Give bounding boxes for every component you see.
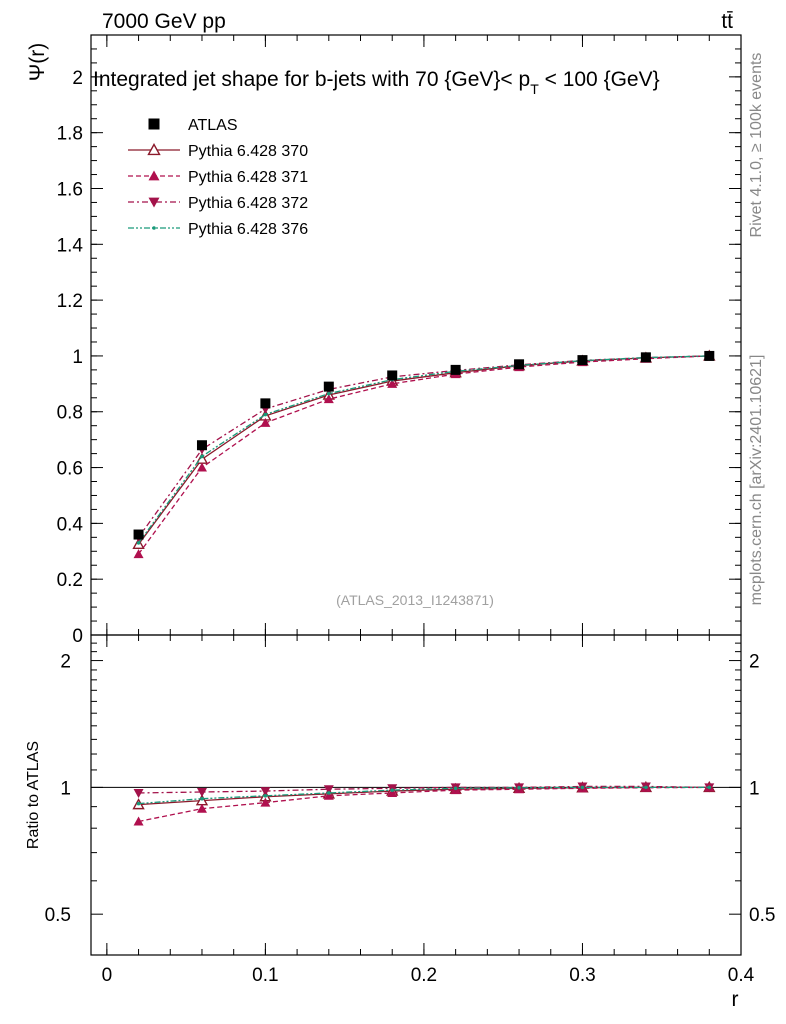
series-pythia-6-428-376-point (136, 541, 141, 545)
series-pythia-6-428-376-ratio-point (263, 793, 268, 798)
ratio-tick-label: 2 (60, 652, 71, 673)
series-pythia-6-428-370-line (138, 355, 710, 545)
series-atlas-point (133, 529, 144, 540)
series-pythia-6-428-372-ratio-point (133, 788, 144, 798)
series-pythia-6-428-371-point (133, 549, 144, 559)
x-tick-label: 0.1 (252, 965, 278, 986)
x-tick-label: 0 (102, 965, 113, 986)
series-pythia-6-428-376-ratio-point (707, 785, 712, 790)
series-pythia-6-428-371-point (387, 378, 398, 388)
legend-entry-pythia-6-428-371-label: Pythia 6.428 371 (188, 169, 308, 186)
series-atlas-point (260, 398, 271, 409)
chart-title: Integrated jet shape for b-jets with 70 … (93, 68, 660, 97)
legend-entry-pythia-6-428-376-marker (152, 226, 156, 230)
ratio-tick-label-right: 1 (749, 778, 760, 799)
series-pythia-6-428-371-ratio-point (196, 803, 207, 813)
series-pythia-6-428-376-ratio-point (517, 785, 521, 790)
y-tick-label: 0.4 (57, 514, 84, 535)
analysis-id: (ATLAS_2013_I1243871) (336, 592, 494, 608)
y-tick-label: 1.2 (57, 291, 83, 312)
series-pythia-6-428-371-point (260, 417, 271, 427)
series-pythia-6-428-372-ratio-point (196, 788, 207, 798)
series-pythia-6-428-371-ratio-point (260, 797, 271, 807)
series-pythia-6-428-371-point (196, 462, 207, 472)
series-atlas-point (387, 370, 398, 381)
series-atlas-point (514, 359, 525, 370)
y-tick-label: 1.6 (57, 179, 83, 200)
series-pythia-6-428-371-point (323, 394, 334, 404)
ratio-tick-label-right: 2 (749, 652, 760, 673)
y-tick-label: 0.6 (57, 459, 83, 480)
series-pythia-6-428-371-ratio-point (133, 816, 144, 826)
series-pythia-6-428-371-ratio-point (323, 790, 334, 800)
series-atlas-point (577, 355, 588, 366)
series-pythia-6-428-376-ratio-line (138, 786, 710, 805)
legend-entry-pythia-6-428-370-label: Pythia 6.428 370 (188, 143, 308, 160)
ratio-panel-series (132, 780, 716, 826)
energy-label: 7000 GeV pp (102, 10, 226, 33)
legend-entry-pythia-6-428-370-marker (147, 143, 161, 156)
x-tick-label: 0.2 (411, 965, 437, 986)
y-tick-label: 1.8 (57, 124, 83, 145)
series-pythia-6-428-372-ratio-point (323, 785, 334, 795)
legend-entry-pythia-6-428-372-label: Pythia 6.428 372 (188, 195, 308, 212)
ratio-tick-label: 1 (60, 778, 71, 799)
series-pythia-6-428-376-point (263, 412, 268, 417)
series-atlas-point (196, 440, 207, 451)
y-tick-label: 1 (72, 347, 83, 368)
main-panel-series (132, 349, 716, 559)
series-pythia-6-428-372-ratio-line (138, 785, 710, 794)
series-pythia-6-428-376-line (138, 355, 710, 544)
legend-entry-atlas-marker (148, 118, 160, 130)
mcplots-label: mcplots.cern.ch [arXiv:2401.10621] (748, 355, 765, 606)
ratio-tick-label: 0.5 (45, 905, 71, 926)
ratio-panel-ticks: 0 0.1 0.2 0.3 0.4 0.5 0.5 1 1 2 2 (45, 635, 775, 986)
series-pythia-6-428-376-ratio-point (136, 801, 141, 806)
ratio-tick-label-right: 0.5 (749, 905, 775, 926)
series-pythia-6-428-376-ratio-point (644, 785, 648, 790)
series-pythia-6-428-376-ratio-point (327, 791, 331, 795)
series-pythia-6-428-372-line (138, 355, 710, 538)
series-pythia-6-428-376-ratio-point (453, 786, 458, 791)
series-pythia-6-428-376-point (200, 454, 204, 459)
series-pythia-6-428-376-point (327, 391, 331, 396)
x-tick-label: 0.3 (569, 965, 595, 986)
y-tick-label: 2 (72, 68, 83, 89)
series-atlas-point (704, 350, 715, 361)
process-label: tt̄ (721, 10, 733, 33)
series-atlas-point (640, 352, 651, 363)
x-axis-label: r (732, 988, 739, 1011)
series-pythia-6-428-371-ratio-line (138, 786, 710, 823)
legend-entry-pythia-6-428-371-marker (148, 170, 160, 181)
legend: ATLAS Pythia 6.428 370 Pythia 6.428 371 Pyt… (128, 117, 308, 238)
series-atlas-point (450, 364, 461, 375)
main-panel-ticks: 0 0.2 0.4 0.6 0.8 1 1.2 1.4 1.6 1.8 2 (57, 34, 742, 647)
y-tick-label: 1.4 (57, 235, 84, 256)
series-pythia-6-428-376-ratio-point (200, 796, 204, 801)
legend-entry-pythia-6-428-376-label: Pythia 6.428 376 (188, 221, 308, 238)
x-tick-label: 0.4 (728, 965, 755, 986)
rivet-label: Rivet 4.1.0, ≥ 100k events (748, 53, 765, 238)
ratio-panel-frame (90, 634, 742, 956)
y-tick-label: 0.8 (57, 403, 83, 424)
series-atlas-point (323, 381, 334, 392)
legend-entry-pythia-6-428-372-marker (148, 197, 160, 208)
ratio-axis-label: Ratio to ATLAS (25, 741, 42, 849)
y-tick-label: 0 (72, 626, 83, 647)
legend-entry-atlas-label: ATLAS (188, 117, 238, 134)
series-pythia-6-428-372-ratio-point (260, 787, 271, 797)
y-axis-label: Ψ(r) (26, 43, 49, 82)
series-pythia-6-428-376-ratio-point (390, 788, 395, 792)
y-tick-label: 0.2 (57, 570, 83, 591)
series-pythia-6-428-371-line (138, 355, 710, 555)
series-pythia-6-428-370-ratio-line (138, 786, 710, 806)
series-pythia-6-428-376-ratio-point (580, 785, 585, 790)
